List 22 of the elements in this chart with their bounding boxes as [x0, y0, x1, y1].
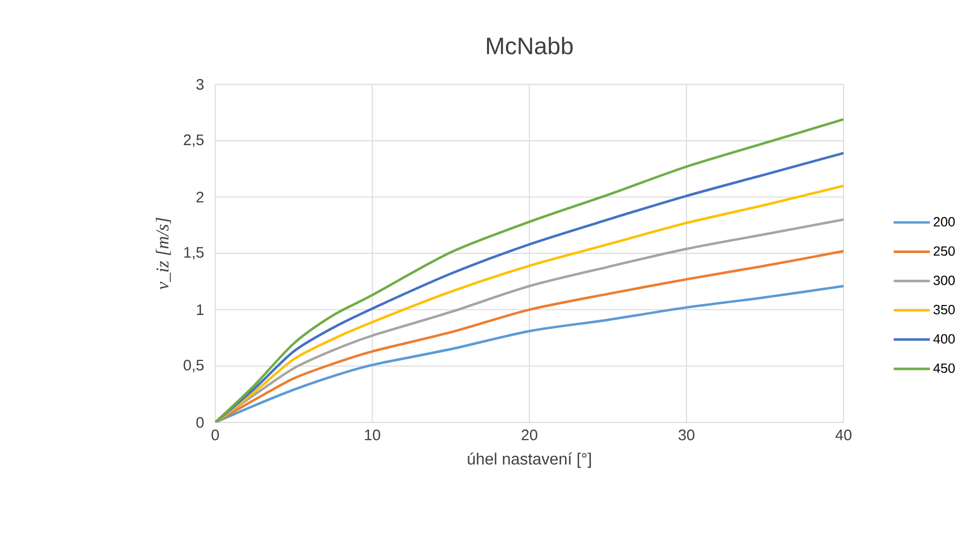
y-tick-label: 1,5	[184, 246, 204, 260]
x-tick-label: 0	[212, 429, 219, 440]
line-series	[215, 250, 844, 422]
y-tick-label: 0	[196, 416, 204, 428]
y-axis-title: v_iz [m/s]	[156, 218, 171, 290]
legend-label: 400	[933, 334, 955, 344]
legend-label: 250	[934, 246, 955, 256]
y-tick-label: 0,5	[184, 360, 204, 372]
y-tick-label: 2,5	[184, 134, 204, 147]
x-tick-label: 10	[364, 429, 380, 440]
legend-label: 450	[933, 363, 955, 373]
legend-label: 300	[934, 275, 955, 285]
x-tick-label: 30	[678, 429, 694, 440]
y-tick-label: 3	[196, 78, 204, 90]
x-axis-title: úhel nastavení [°]	[468, 452, 591, 468]
chart-title: McNabb	[487, 36, 573, 54]
legend-label: 200	[934, 216, 955, 226]
y-tick-label: 1	[196, 304, 204, 315]
y-tick-label: 2	[196, 192, 204, 202]
legend-label: 350	[934, 304, 955, 314]
x-tick-label: 20	[522, 429, 538, 440]
x-tick-label: 40	[835, 429, 852, 440]
